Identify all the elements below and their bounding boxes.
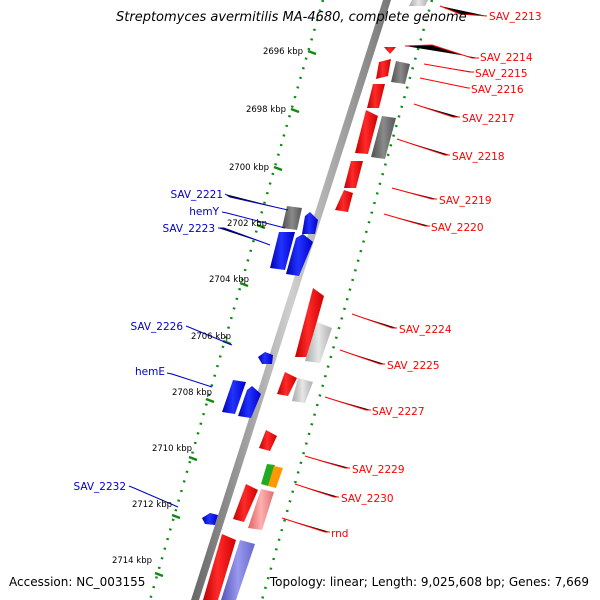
tick-label: 2700 kbp [229, 163, 269, 173]
gene-sav2216 [367, 84, 385, 108]
gene-label: SAV_2232 [73, 481, 126, 493]
tick-label: 2710 kbp [152, 444, 192, 454]
gene-label: SAV_2230 [341, 493, 394, 505]
tick-label: 2708 kbp [172, 388, 212, 398]
right-gene-labels: SAV_2213 SAV_2214 SAV_2215 SAV_2216 SAV_… [331, 11, 542, 540]
gene-label: SAV_2214 [480, 52, 533, 64]
gene-sav2223a [270, 232, 295, 270]
gene-sav2224 [295, 288, 324, 357]
gene-label: rnd [331, 528, 348, 540]
gene-sav2225 [305, 322, 332, 363]
minus-strand-genes [202, 206, 318, 525]
topology-text: Topology: linear; Length: 9,025,608 bp; … [269, 575, 589, 589]
tick-label: 2712 kbp [132, 500, 172, 510]
right-leader-lines [281, 5, 488, 533]
tick-label: 2706 kbp [191, 332, 231, 342]
gene-label: SAV_2215 [475, 68, 528, 80]
gene-label: SAV_2216 [471, 84, 524, 96]
left-track-guide [148, 0, 325, 600]
gene-hemE-a [222, 380, 246, 414]
gene-bottom-red [203, 534, 236, 600]
right-track-guide [260, 0, 434, 600]
gene-hemE-b [238, 386, 261, 418]
gene-sav2214 [384, 47, 396, 54]
gene-sav2221 [282, 206, 302, 230]
gene-hemY [302, 212, 318, 234]
gene-sav2230-orange [268, 466, 283, 488]
gene-label: SAV_2226 [130, 321, 183, 333]
gene-label: SAV_2229 [352, 464, 405, 476]
gene-sav2220 [335, 190, 353, 212]
gene-sav2227a [277, 372, 297, 396]
gene-label: SAV_2219 [439, 195, 492, 207]
gene-sav2230 [233, 484, 258, 522]
tick-label: 2704 kbp [209, 275, 249, 285]
gene-label: SAV_2225 [387, 360, 440, 372]
gene-label: hemY [189, 206, 219, 218]
gene-label: SAV_2217 [462, 113, 515, 125]
gene-label: SAV_2220 [431, 222, 484, 234]
gene-rnd [248, 489, 274, 530]
left-gene-labels: SAV_2221 hemY SAV_2223 SAV_2226 hemE SAV… [73, 189, 223, 493]
gene-sav2232 [202, 513, 218, 525]
gene-sav2227b [292, 378, 313, 403]
gene-sav2229 [259, 430, 277, 451]
tick-label: 2702 kbp [227, 219, 267, 229]
left-leader-lines [128, 193, 289, 508]
axis-tick-marks [154, 49, 317, 578]
tick-label: 2714 kbp [112, 556, 152, 566]
gene-label: SAV_2224 [399, 324, 452, 336]
plus-strand-genes [203, 0, 428, 600]
gene-sav2215-ortholog [391, 61, 410, 84]
axis-tick-labels: 2696 kbp 2698 kbp 2700 kbp 2702 kbp 2704… [112, 47, 303, 566]
gene-sav2219 [344, 161, 363, 188]
tick-label: 2698 kbp [246, 105, 286, 115]
gene-label: SAV_2213 [489, 11, 542, 23]
gene-label: SAV_2227 [372, 406, 425, 418]
gene-sav2230-green [261, 464, 275, 486]
gene-sav2213-gray [409, 0, 428, 6]
gene-label: SAV_2221 [170, 189, 223, 201]
accession-text: Accession: NC_003155 [9, 575, 145, 589]
gene-bottom-purple [221, 540, 255, 600]
tick-label: 2696 kbp [263, 47, 303, 57]
gene-sav2215 [376, 59, 391, 79]
gene-sav2223b [286, 234, 313, 276]
genome-backbone [191, 0, 391, 600]
gene-label: SAV_2218 [452, 151, 505, 163]
gene-label: hemE [135, 366, 165, 378]
gene-sav2217 [355, 110, 378, 154]
gene-sav2226 [258, 352, 273, 364]
gene-label: SAV_2223 [162, 223, 215, 235]
gene-sav2218 [371, 116, 396, 159]
page-title: Streptomyces avermitilis MA-4680, comple… [116, 10, 467, 25]
